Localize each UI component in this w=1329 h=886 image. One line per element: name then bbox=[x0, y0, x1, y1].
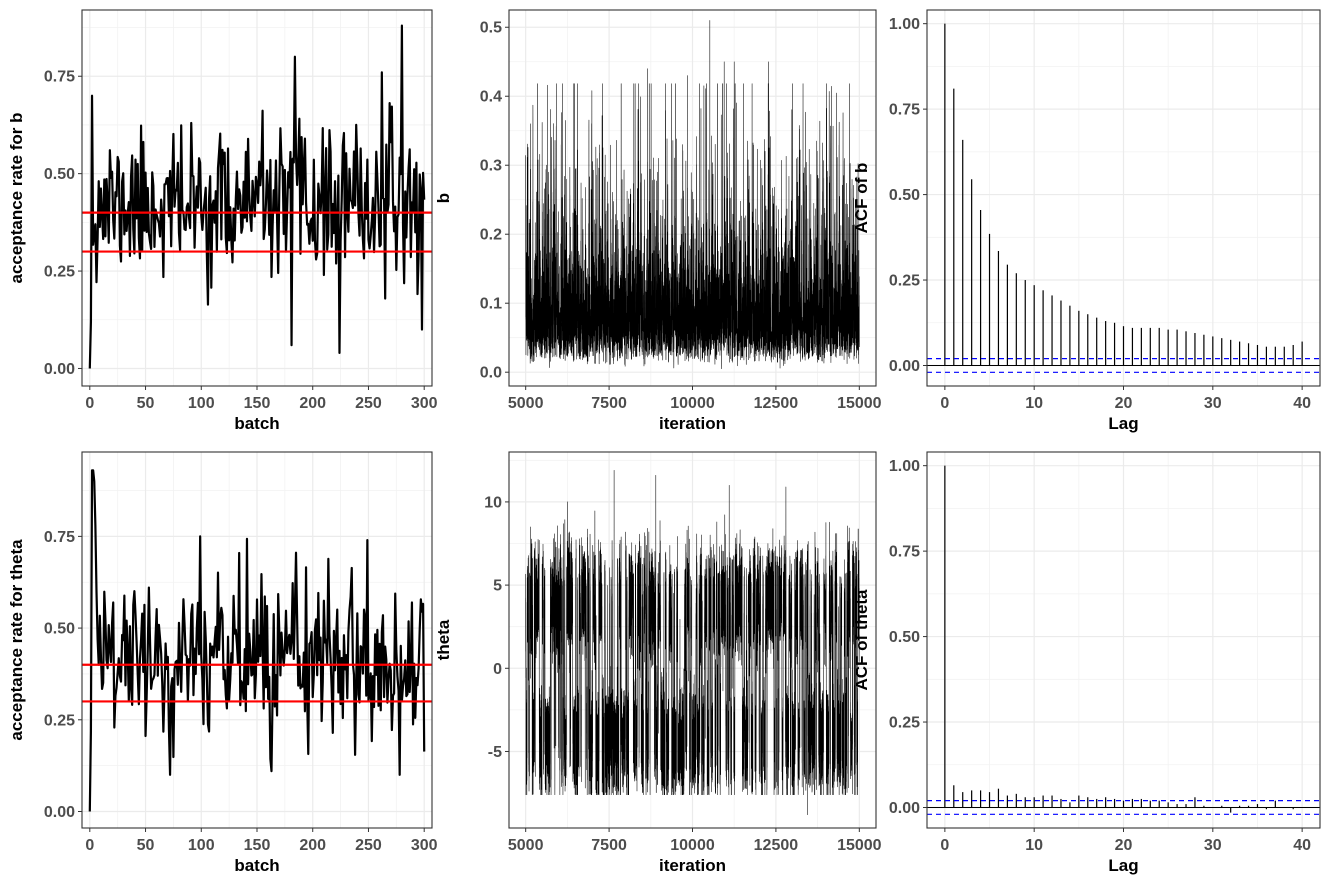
x-tick-label: 40 bbox=[1293, 395, 1311, 412]
y-axis-title: acceptance rate for b bbox=[7, 112, 26, 283]
y-tick-label: 0.25 bbox=[889, 715, 920, 732]
panel-accept-b: 0 50 100 150 200 250 300 0.00 0.25 0.50 0.75 batch a… bbox=[7, 9, 438, 433]
x-axis-title: batch bbox=[234, 856, 279, 875]
y-tick-label: 0.50 bbox=[889, 629, 920, 646]
x-tick-label: 12500 bbox=[754, 837, 799, 854]
x-axis-title: batch bbox=[234, 414, 279, 433]
x-tick-label: 10000 bbox=[670, 395, 715, 412]
y-axis-title: ACF of b bbox=[852, 163, 871, 234]
y-axis-title: theta bbox=[434, 619, 453, 660]
panel-acf-b: 0 10 20 30 40 0.00 0.25 0.50 0.75 1.00 Lag ACF of b bbox=[852, 9, 1321, 433]
panel-border bbox=[926, 451, 1321, 829]
x-tick-label: 20 bbox=[1115, 395, 1133, 412]
y-tick-label: 0.75 bbox=[44, 529, 75, 546]
y-tick-label: 0.75 bbox=[889, 102, 920, 119]
x-tick-label: 10 bbox=[1025, 395, 1043, 412]
y-tick-label: 0.75 bbox=[889, 544, 920, 561]
x-tick-label: 5000 bbox=[508, 395, 544, 412]
x-tick-label: 40 bbox=[1293, 837, 1311, 854]
y-tick-label: 0.1 bbox=[480, 296, 502, 313]
y-tick-label: 0.25 bbox=[44, 712, 75, 729]
x-tick-label: 7500 bbox=[591, 837, 627, 854]
panel-grid: 0 50 100 150 200 250 3000.000.250.500.75batcha… bbox=[7, 9, 1321, 875]
x-tick-label: 100 bbox=[188, 395, 215, 412]
x-tick-label: 300 bbox=[411, 837, 438, 854]
x-tick-label: 150 bbox=[244, 395, 271, 412]
x-tick-label: 30 bbox=[1204, 395, 1222, 412]
series-line-trace-b bbox=[525, 20, 860, 370]
y-tick-label: 0.50 bbox=[44, 166, 75, 183]
y-tick-label: 5 bbox=[493, 578, 502, 595]
y-axis-title: ACF of theta bbox=[852, 589, 871, 691]
x-tick-label: 5000 bbox=[508, 837, 544, 854]
y-tick-label: 0.50 bbox=[44, 621, 75, 638]
x-axis-title: Lag bbox=[1108, 414, 1138, 433]
x-tick-label: 0 bbox=[940, 837, 949, 854]
y-tick-label: 0.25 bbox=[889, 273, 920, 290]
x-tick-label: 250 bbox=[355, 837, 382, 854]
y-tick-label: 0 bbox=[493, 661, 502, 678]
y-tick-label: 10 bbox=[484, 494, 502, 511]
y-tick-label: 0.2 bbox=[480, 227, 502, 244]
plot-area bbox=[82, 469, 432, 812]
y-axis-title: acceptance rate for theta bbox=[7, 539, 26, 741]
panel-border bbox=[81, 9, 433, 387]
series-line-accept-b bbox=[88, 24, 426, 369]
series-line-trace-theta bbox=[525, 470, 860, 815]
x-tick-label: 0 bbox=[85, 837, 94, 854]
x-tick-label: 200 bbox=[299, 395, 326, 412]
panel-border bbox=[926, 9, 1321, 387]
panel-border bbox=[508, 451, 877, 829]
y-tick-label: 0.4 bbox=[480, 89, 502, 106]
y-tick-label: 0.5 bbox=[480, 20, 502, 37]
x-tick-label: 0 bbox=[85, 395, 94, 412]
x-tick-label: 150 bbox=[244, 837, 271, 854]
x-tick-label: 300 bbox=[411, 395, 438, 412]
plot-area bbox=[525, 470, 860, 815]
x-tick-label: 10000 bbox=[670, 837, 715, 854]
y-tick-label: 0.0 bbox=[480, 365, 502, 382]
x-axis-title: Lag bbox=[1108, 856, 1138, 875]
y-tick-label: 0.3 bbox=[480, 158, 502, 175]
x-tick-label: 100 bbox=[188, 837, 215, 854]
y-tick-label: 0.25 bbox=[44, 264, 75, 281]
y-tick-label: 1.00 bbox=[889, 16, 920, 33]
y-tick-label: 0.50 bbox=[889, 187, 920, 204]
plot-area bbox=[927, 465, 1320, 815]
x-tick-label: 12500 bbox=[754, 395, 799, 412]
x-axis-title: iteration bbox=[659, 856, 726, 875]
y-tick-label: 0.75 bbox=[44, 69, 75, 86]
x-tick-label: 50 bbox=[137, 395, 155, 412]
y-axis-title: b bbox=[434, 193, 453, 203]
x-tick-label: 7500 bbox=[591, 395, 627, 412]
panel-border bbox=[508, 9, 877, 387]
x-tick-label: 15000 bbox=[837, 395, 882, 412]
panel-acf-theta: 0 10 20 30 40 0.00 0.25 0.50 0.75 1.00 Lag ACF of t… bbox=[852, 451, 1321, 875]
x-tick-label: 0 bbox=[940, 395, 949, 412]
y-tick-label: -5 bbox=[488, 744, 502, 761]
panel-trace-theta: 5000 7500 10000 12500 15000 -5 0 5 10 iteration th… bbox=[434, 451, 882, 875]
x-tick-label: 50 bbox=[137, 837, 155, 854]
x-tick-label: 200 bbox=[299, 837, 326, 854]
x-tick-label: 250 bbox=[355, 395, 382, 412]
y-tick-label: 0.00 bbox=[889, 800, 920, 817]
plot-area bbox=[82, 24, 432, 369]
x-tick-label: 15000 bbox=[837, 837, 882, 854]
x-tick-label: 30 bbox=[1204, 837, 1222, 854]
y-tick-label: 0.00 bbox=[44, 361, 75, 378]
y-tick-label: 0.00 bbox=[889, 358, 920, 375]
plot-area bbox=[927, 23, 1320, 373]
y-tick-label: 0.00 bbox=[44, 804, 75, 821]
y-tick-label: 1.00 bbox=[889, 458, 920, 475]
x-axis-title: iteration bbox=[659, 414, 726, 433]
panel-trace-b: 5000 7500 10000 12500 15000 0.0 0.1 0.2 0.3 0.4 0.… bbox=[434, 9, 882, 433]
panel-border bbox=[81, 451, 433, 829]
panel-accept-theta: 0 50 100 150 200 250 300 0.00 0.25 0.50 0.75 batch a… bbox=[7, 451, 438, 875]
x-tick-label: 20 bbox=[1115, 837, 1133, 854]
x-tick-label: 10 bbox=[1025, 837, 1043, 854]
plot-area bbox=[525, 20, 860, 370]
